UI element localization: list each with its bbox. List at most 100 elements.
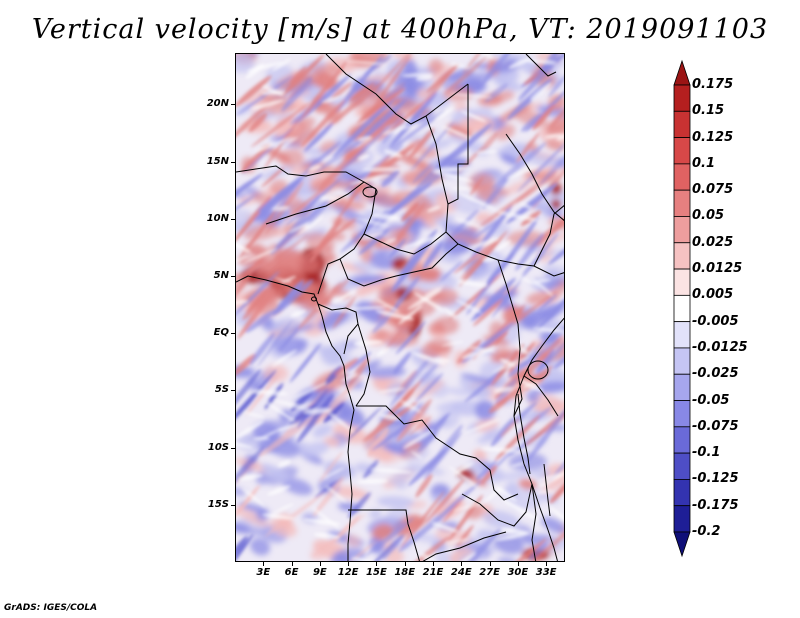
colorbar-segment xyxy=(673,373,691,401)
velocity-streak xyxy=(313,532,341,539)
velocity-streak xyxy=(376,347,390,357)
velocity-streak xyxy=(258,234,309,274)
velocity-streak xyxy=(484,487,502,503)
velocity-streak xyxy=(479,54,515,87)
colorbar-level-label: 0.075 xyxy=(692,182,734,198)
velocity-streak xyxy=(519,379,544,392)
velocity-streak xyxy=(360,232,384,240)
velocity-cell xyxy=(425,270,440,282)
velocity-cell xyxy=(238,502,270,514)
velocity-streak xyxy=(237,288,275,340)
colorbar-level-label: -0.1 xyxy=(692,445,721,461)
velocity-streak xyxy=(406,536,450,561)
colorbar-level-label: 0.005 xyxy=(692,287,734,303)
velocity-streak xyxy=(250,99,285,110)
velocity-streak xyxy=(254,137,295,152)
border-drc-south xyxy=(356,405,519,501)
velocity-streak xyxy=(378,388,406,393)
velocity-streak xyxy=(544,134,563,139)
velocity-cell xyxy=(350,274,387,285)
velocity-cell xyxy=(446,387,476,396)
velocity-streak xyxy=(479,54,494,59)
velocity-streak xyxy=(400,400,422,413)
velocity-streak xyxy=(376,299,400,313)
velocity-streak xyxy=(319,450,344,483)
velocity-cell xyxy=(252,423,280,441)
colorbar-segment xyxy=(673,242,691,270)
velocity-streak xyxy=(448,465,479,488)
velocity-streak xyxy=(398,305,423,325)
velocity-streak xyxy=(309,164,321,172)
vertical-velocity-field xyxy=(236,54,564,561)
chart-title: Vertical velocity [m/s] at 400hPa, VT: 2… xyxy=(31,14,769,45)
colorbar-segment xyxy=(673,216,691,244)
island-bioko xyxy=(311,296,317,302)
velocity-cell xyxy=(494,471,533,481)
lat-tick-label: 10N xyxy=(206,212,229,224)
velocity-streak xyxy=(396,387,416,409)
velocity-streak xyxy=(415,474,433,498)
velocity-streak xyxy=(371,419,415,451)
country-borders xyxy=(236,54,564,561)
velocity-streak xyxy=(297,281,342,330)
velocity-streak xyxy=(366,517,415,556)
velocity-streak xyxy=(261,167,285,188)
lon-tick-mark xyxy=(461,562,463,566)
colorbar-level-label: -0.075 xyxy=(692,418,739,434)
velocity-cell xyxy=(523,102,543,113)
velocity-streak xyxy=(517,54,558,104)
velocity-cell xyxy=(368,509,382,519)
velocity-streak xyxy=(407,288,442,310)
velocity-streak xyxy=(281,54,325,97)
velocity-streak xyxy=(539,471,564,481)
velocity-streak xyxy=(480,465,498,485)
velocity-streak xyxy=(242,248,278,264)
velocity-streak xyxy=(443,307,457,318)
velocity-streak xyxy=(476,150,497,154)
velocity-streak xyxy=(307,197,330,226)
colorbar-segment xyxy=(673,400,691,428)
velocity-streak xyxy=(236,446,265,492)
velocity-streak xyxy=(283,180,334,221)
lat-tick-label: 20N xyxy=(206,98,229,110)
velocity-streak xyxy=(267,485,291,496)
velocity-streak xyxy=(418,413,449,453)
velocity-streak xyxy=(532,104,556,130)
lake-tanganyika xyxy=(517,393,531,475)
velocity-cell xyxy=(541,517,564,534)
lon-tick-label: 21E xyxy=(422,567,444,578)
velocity-streak xyxy=(539,144,564,185)
velocity-streak xyxy=(556,131,564,141)
lon-tick-label: 3E xyxy=(256,567,271,578)
velocity-cell xyxy=(388,466,419,485)
velocity-streak xyxy=(533,327,564,333)
border-niger-nigeria xyxy=(265,181,377,225)
velocity-streak xyxy=(273,400,310,410)
velocity-streak xyxy=(548,74,564,98)
velocity-streak xyxy=(236,173,263,207)
velocity-streak xyxy=(271,349,298,367)
velocity-streak xyxy=(505,290,558,329)
grads-credit: GrADS: IGES/COLA xyxy=(4,603,98,613)
velocity-streak xyxy=(329,376,365,407)
coastline-east-africa xyxy=(513,317,564,561)
velocity-streak xyxy=(516,132,540,163)
lat-tick-mark xyxy=(231,447,235,449)
velocity-streak xyxy=(553,349,564,369)
velocity-streak xyxy=(360,98,408,141)
velocity-cell xyxy=(269,517,297,537)
velocity-streak xyxy=(410,120,455,171)
velocity-streak xyxy=(472,277,516,320)
velocity-streak xyxy=(441,341,465,347)
velocity-streak xyxy=(236,484,261,518)
velocity-streak xyxy=(272,206,289,211)
velocity-streak xyxy=(495,240,512,251)
lon-tick-label: 27E xyxy=(479,567,500,578)
velocity-streak xyxy=(236,239,252,254)
velocity-streak xyxy=(442,496,465,524)
colorbar-segment xyxy=(673,321,691,349)
border-sudan-south xyxy=(445,231,564,277)
velocity-streak xyxy=(508,351,539,378)
velocity-cell xyxy=(260,463,290,481)
map-panel xyxy=(235,53,565,562)
